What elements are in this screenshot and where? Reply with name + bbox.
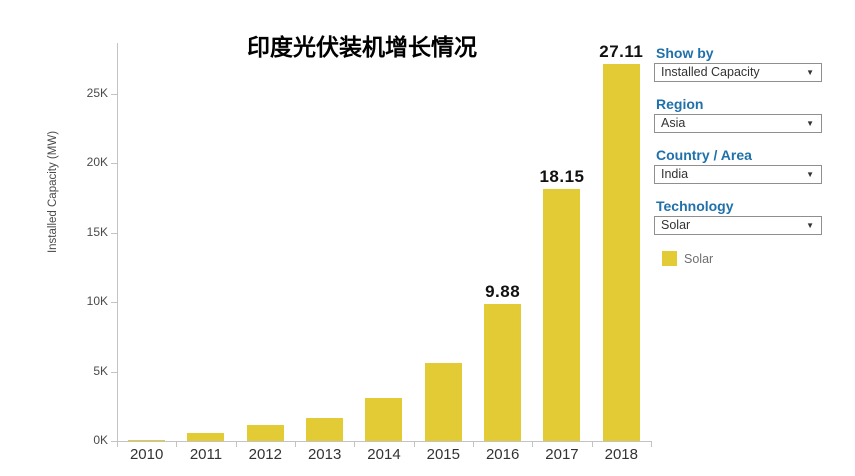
y-axis-tick-label: 15K — [86, 224, 108, 239]
x-axis-label-2012: 2012 — [248, 446, 282, 463]
x-axis-tick — [591, 442, 593, 447]
y-axis-tick — [111, 93, 117, 95]
bar-value-label-2016: 9.88 — [485, 281, 521, 301]
x-axis-label-2014: 2014 — [367, 446, 401, 463]
bar-2014[interactable] — [365, 398, 403, 441]
legend-swatch-solar — [662, 251, 677, 266]
legend-label-solar: Solar — [684, 251, 714, 266]
y-axis-tick-label: 10K — [86, 294, 108, 308]
x-axis-tick — [413, 442, 415, 447]
x-axis-label-2016: 2016 — [485, 446, 520, 463]
legend-item-solar[interactable]: Solar — [662, 251, 713, 266]
x-axis-tick — [294, 442, 296, 447]
chevron-down-icon[interactable]: ▼ — [806, 170, 814, 179]
bar-2015[interactable] — [424, 363, 462, 441]
x-axis-label-2010: 2010 — [129, 446, 164, 463]
x-axis-tick — [532, 442, 534, 447]
y-axis-tick-label: 5K — [93, 363, 108, 378]
bar-2010[interactable] — [128, 439, 166, 441]
bar-2013[interactable] — [306, 417, 344, 441]
x-axis-label-2013: 2013 — [307, 446, 342, 463]
x-axis-label-2018: 2018 — [604, 446, 638, 463]
y-axis-tick — [111, 163, 117, 164]
y-axis-tick — [111, 441, 117, 442]
bar-2012[interactable] — [246, 424, 284, 441]
chevron-down-icon[interactable]: ▼ — [806, 68, 814, 77]
chart-title: 印度光伏装机增长情况 — [247, 34, 477, 61]
x-axis-label-2017: 2017 — [545, 446, 579, 463]
filter-label-region: Region — [656, 96, 704, 112]
x-axis-label-2011: 2011 — [189, 446, 223, 463]
filter-label-technology: Technology — [656, 198, 734, 214]
x-axis-tick — [650, 442, 652, 447]
filter-value-country-area: India — [661, 167, 689, 181]
filter-dropdown-region[interactable]: Asia ▼ — [654, 114, 822, 133]
filter-label-show-by: Show by — [656, 45, 714, 61]
filter-value-technology: Solar — [661, 218, 691, 232]
x-axis-tick — [235, 442, 237, 447]
chevron-down-icon[interactable]: ▼ — [806, 221, 814, 230]
x-axis-tick — [117, 442, 118, 447]
filter-dropdown-show-by[interactable]: Installed Capacity ▼ — [654, 63, 822, 82]
y-axis-tick — [111, 302, 117, 303]
filter-dropdown-technology[interactable]: Solar ▼ — [654, 216, 822, 235]
x-axis-label-2015: 2015 — [426, 446, 460, 463]
filter-value-show-by: Installed Capacity — [661, 65, 760, 79]
y-axis-tick-label: 0K — [93, 433, 108, 447]
x-axis-tick — [472, 442, 474, 447]
y-axis-tick — [111, 371, 117, 373]
filter-dropdown-country-area[interactable]: India ▼ — [654, 165, 822, 184]
y-axis-tick-label: 25K — [86, 85, 108, 100]
bar-2018[interactable] — [602, 64, 640, 441]
filter-value-region: Asia — [661, 116, 686, 130]
bar-value-label-2018: 27.11 — [599, 42, 644, 62]
x-axis-line — [117, 441, 652, 442]
bar-2016[interactable] — [484, 303, 522, 441]
x-axis-tick — [354, 442, 356, 447]
filter-label-country-area: Country / Area — [656, 147, 752, 163]
y-axis-line — [117, 43, 118, 442]
y-axis-title: Installed Capacity (MW) — [47, 130, 59, 254]
x-axis-tick — [176, 442, 178, 447]
bar-2017[interactable] — [543, 188, 581, 441]
y-axis-tick-label: 20K — [86, 155, 108, 169]
bar-2011[interactable] — [187, 433, 225, 441]
y-axis-tick — [111, 232, 117, 234]
bar-value-label-2017: 18.15 — [539, 166, 585, 186]
chevron-down-icon[interactable]: ▼ — [806, 119, 814, 128]
